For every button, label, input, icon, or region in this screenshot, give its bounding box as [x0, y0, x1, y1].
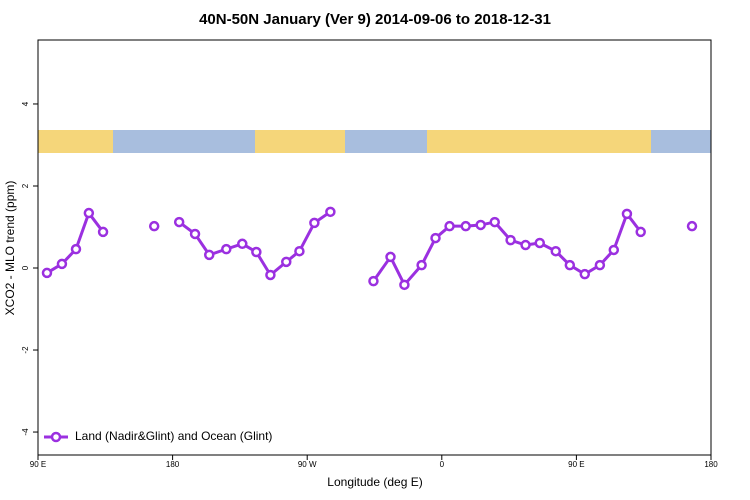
point: [579, 268, 591, 280]
x-tick-label: 90 E: [30, 460, 46, 469]
point: [460, 220, 471, 232]
point: [430, 232, 441, 244]
series-line: [178, 210, 332, 277]
legend-marker: [50, 431, 62, 443]
x-tick-label: 180: [166, 460, 180, 469]
point: [148, 220, 160, 232]
legend-label: Land (Nadir&Glint) and Ocean (Glint): [75, 429, 272, 443]
point: [534, 237, 546, 249]
point: [399, 279, 410, 291]
point: [203, 249, 215, 261]
point: [608, 244, 620, 256]
point: [56, 258, 68, 270]
point: [505, 234, 516, 246]
series-line: [46, 211, 105, 275]
point: [70, 243, 82, 255]
point: [251, 246, 262, 258]
point: [368, 275, 379, 287]
x-axis-label: Longitude (deg E): [327, 475, 422, 489]
point: [281, 256, 292, 268]
point: [635, 226, 646, 238]
point: [325, 206, 336, 218]
point: [564, 259, 576, 271]
point: [520, 239, 531, 251]
point: [221, 243, 232, 255]
point: [189, 228, 201, 240]
point: [621, 208, 633, 220]
y-tick-label: 4: [21, 101, 30, 106]
y-tick-label: 2: [21, 183, 30, 188]
point: [83, 207, 95, 219]
point: [294, 245, 305, 257]
y-tick-label: -4: [21, 428, 30, 436]
series-line: [372, 212, 642, 287]
point: [489, 216, 500, 228]
point: [416, 259, 427, 271]
x-tick-label: 180: [704, 460, 718, 469]
x-tick-label: 90 W: [298, 460, 317, 469]
x-tick-label: 0: [440, 460, 445, 469]
point: [97, 226, 109, 238]
point: [265, 269, 276, 281]
point: [41, 267, 53, 279]
y-axis-label: XCO2 - MLO trend (ppm): [3, 181, 17, 316]
y-tick-label: 0: [21, 265, 30, 270]
point: [594, 259, 606, 271]
y-tick-label: -2: [21, 346, 30, 354]
point: [309, 217, 320, 229]
point: [444, 220, 455, 232]
map-strip: [38, 130, 711, 153]
chart-title: 40N-50N January (Ver 9) 2014-09-06 to 20…: [199, 11, 551, 28]
point: [550, 245, 562, 257]
point: [173, 216, 185, 228]
plot-frame: [37, 39, 712, 456]
x-tick-label: 90 E: [568, 460, 584, 469]
point: [475, 219, 486, 231]
point: [237, 238, 248, 250]
point: [686, 220, 698, 232]
point: [385, 251, 396, 263]
